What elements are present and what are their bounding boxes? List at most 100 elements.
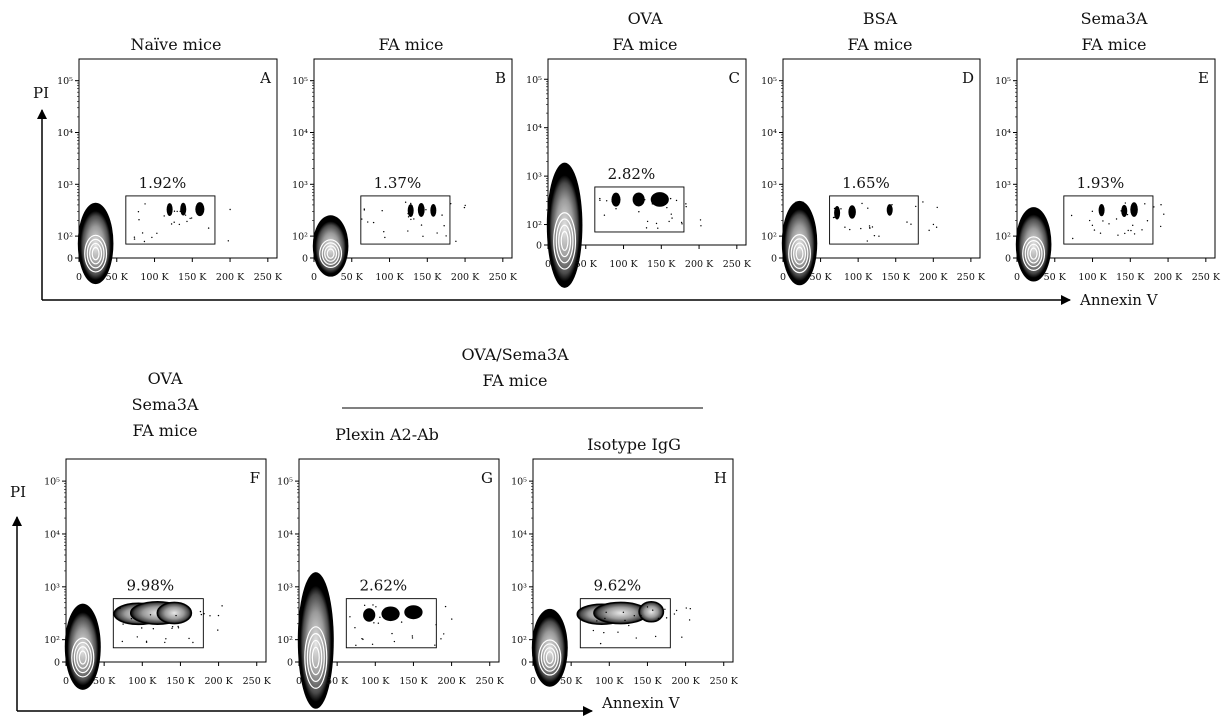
group-header-line2: FA mice — [482, 371, 547, 390]
panel-title-d-line2: FA mice — [847, 35, 912, 54]
panel-c: C 2.82% 0 10² 10³ 10⁴ 10⁵ 0 50 K 100 K 150 K 200 K 2… — [526, 58, 752, 288]
panel-title-d-line1: BSA — [863, 9, 898, 28]
panel-letter: B — [495, 69, 506, 87]
x-tick-label: 0 — [530, 676, 536, 687]
apoptotic-events — [407, 202, 437, 217]
apoptotic-gate — [125, 195, 216, 245]
scatter-events — [599, 197, 702, 229]
live-population-contour — [1015, 207, 1052, 282]
scatter-events — [1070, 202, 1165, 240]
row2-axis-arrows — [12, 516, 593, 716]
scatter-events — [361, 201, 466, 243]
panel-title-b: FA mice — [378, 35, 443, 54]
x-tick-label: 50 K — [106, 272, 129, 283]
row1-axis-arrows — [37, 109, 1071, 305]
x-tick-label: 100 K — [128, 676, 157, 687]
x-tick-label: 200 K — [451, 272, 480, 283]
y-tick-label: 0 — [67, 254, 73, 265]
group-header-line1: OVA/Sema3A — [461, 345, 569, 364]
panel-frame — [65, 458, 267, 663]
scatter-events — [349, 604, 453, 647]
x-tick-label: 100 K — [595, 676, 624, 687]
x-tick-label: 150 K — [647, 259, 676, 270]
x-tick-label: 50 K — [1044, 272, 1067, 283]
panel-title-h: Isotype IgG — [587, 435, 681, 454]
y-tick-label: 0 — [302, 254, 308, 265]
x-tick-label: 100 K — [140, 272, 169, 283]
gate-percent: 9.62% — [593, 577, 641, 595]
y-tick-label: 10⁴ — [57, 128, 73, 139]
panel-title-f-line3: FA mice — [132, 421, 197, 440]
y-tick-label: 0 — [287, 658, 293, 669]
panel-f: F 9.98% 0 10² 10³ 10⁴ 10⁵ 0 50 K 100 K 150 K 200 K 2… — [44, 458, 272, 690]
x-tick-label: 200 K — [685, 259, 714, 270]
y-tick-label: 10⁵ — [57, 76, 73, 87]
panel-d: D 1.65% 0 10² 10³ 10⁴ 10⁵ 0 50 K 100 K 150 K 200 K 2… — [761, 58, 986, 286]
y-tick-label: 0 — [1005, 254, 1011, 265]
panel-letter: F — [250, 469, 260, 487]
x-tick-label: 50 K — [575, 259, 598, 270]
y-tick-label: 10⁴ — [44, 529, 60, 540]
y-tick-label: 10³ — [761, 180, 777, 191]
panel-letter: E — [1198, 69, 1209, 87]
y-tick-label: 0 — [771, 254, 777, 265]
y-tick-label: 10⁴ — [511, 529, 527, 540]
live-population-contour — [781, 200, 818, 286]
panel-title-e-line1: Sema3A — [1081, 9, 1148, 28]
x-tick-label: 0 — [76, 272, 82, 283]
y-tick-label: 10² — [995, 232, 1011, 243]
x-tick-label: 100 K — [609, 259, 638, 270]
live-population-contour — [297, 572, 334, 709]
y-tick-label: 0 — [536, 241, 542, 252]
row1-y-axis-label: PI — [33, 84, 49, 102]
y-tick-label: 10⁵ — [511, 477, 527, 488]
gate-percent: 1.37% — [374, 174, 422, 192]
y-tick-label: 10³ — [277, 582, 293, 593]
x-tick-label: 200 K — [671, 676, 700, 687]
x-tick-label: 250 K — [243, 676, 272, 687]
y-tick-label: 0 — [521, 658, 527, 669]
y-tick-label: 10⁵ — [44, 477, 60, 488]
apoptotic-gate — [829, 195, 919, 245]
gate-percent: 1.92% — [139, 174, 187, 192]
row2-x-axis-label: Annexin V — [601, 694, 681, 712]
scatter-events — [133, 203, 231, 243]
y-tick-label: 10² — [292, 232, 308, 243]
apoptotic-gate — [345, 598, 437, 649]
panel-frame — [782, 58, 981, 259]
panel-frame — [298, 458, 500, 663]
live-population-contour — [64, 603, 101, 690]
gate-percent: 1.65% — [842, 174, 890, 192]
live-population-contour — [546, 162, 583, 288]
row1-x-axis-label: Annexin V — [1079, 291, 1159, 309]
apoptotic-gate — [594, 186, 685, 233]
x-tick-label: 100 K — [361, 676, 390, 687]
panel-title-c-line1: OVA — [628, 9, 663, 28]
x-tick-label: 250 K — [710, 676, 739, 687]
y-tick-label: 10² — [761, 232, 777, 243]
panel-g: G 2.62% 0 10² 10³ 10⁴ 10⁵ 0 50 K 100 K 150 K 200 K 2… — [277, 458, 505, 709]
gate-percent: 2.62% — [359, 577, 407, 595]
panel-title-g: Plexin A2-Ab — [335, 425, 439, 444]
gate-percent: 9.98% — [126, 577, 174, 595]
x-tick-label: 150 K — [1116, 272, 1145, 283]
apoptotic-gate — [360, 195, 451, 245]
panel-title-a: Naïve mice — [131, 35, 222, 54]
panel-h: H 9.62% 0 10² 10³ 10⁴ 10⁵ 0 50 K 100 K 150 K 200 K 2… — [511, 458, 739, 687]
gate-percent: 1.93% — [1077, 174, 1125, 192]
x-tick-label: 250 K — [957, 272, 986, 283]
x-tick-label: 100 K — [375, 272, 404, 283]
apoptotic-events — [113, 601, 193, 626]
panel-b: B 1.37% 0 10² 10³ 10⁴ 10⁵ 0 50 K 100 K 150 K 200 K 2… — [292, 58, 518, 283]
y-tick-label: 10⁵ — [292, 76, 308, 87]
y-tick-label: 10³ — [526, 172, 542, 183]
panel-frame — [532, 458, 734, 663]
x-tick-label: 100 K — [1078, 272, 1107, 283]
live-population-contour — [312, 215, 349, 277]
y-tick-label: 10³ — [995, 180, 1011, 191]
y-tick-label: 10² — [57, 232, 73, 243]
panel-letter: D — [962, 69, 974, 87]
x-tick-label: 150 K — [882, 272, 911, 283]
live-population-contour — [531, 608, 568, 687]
